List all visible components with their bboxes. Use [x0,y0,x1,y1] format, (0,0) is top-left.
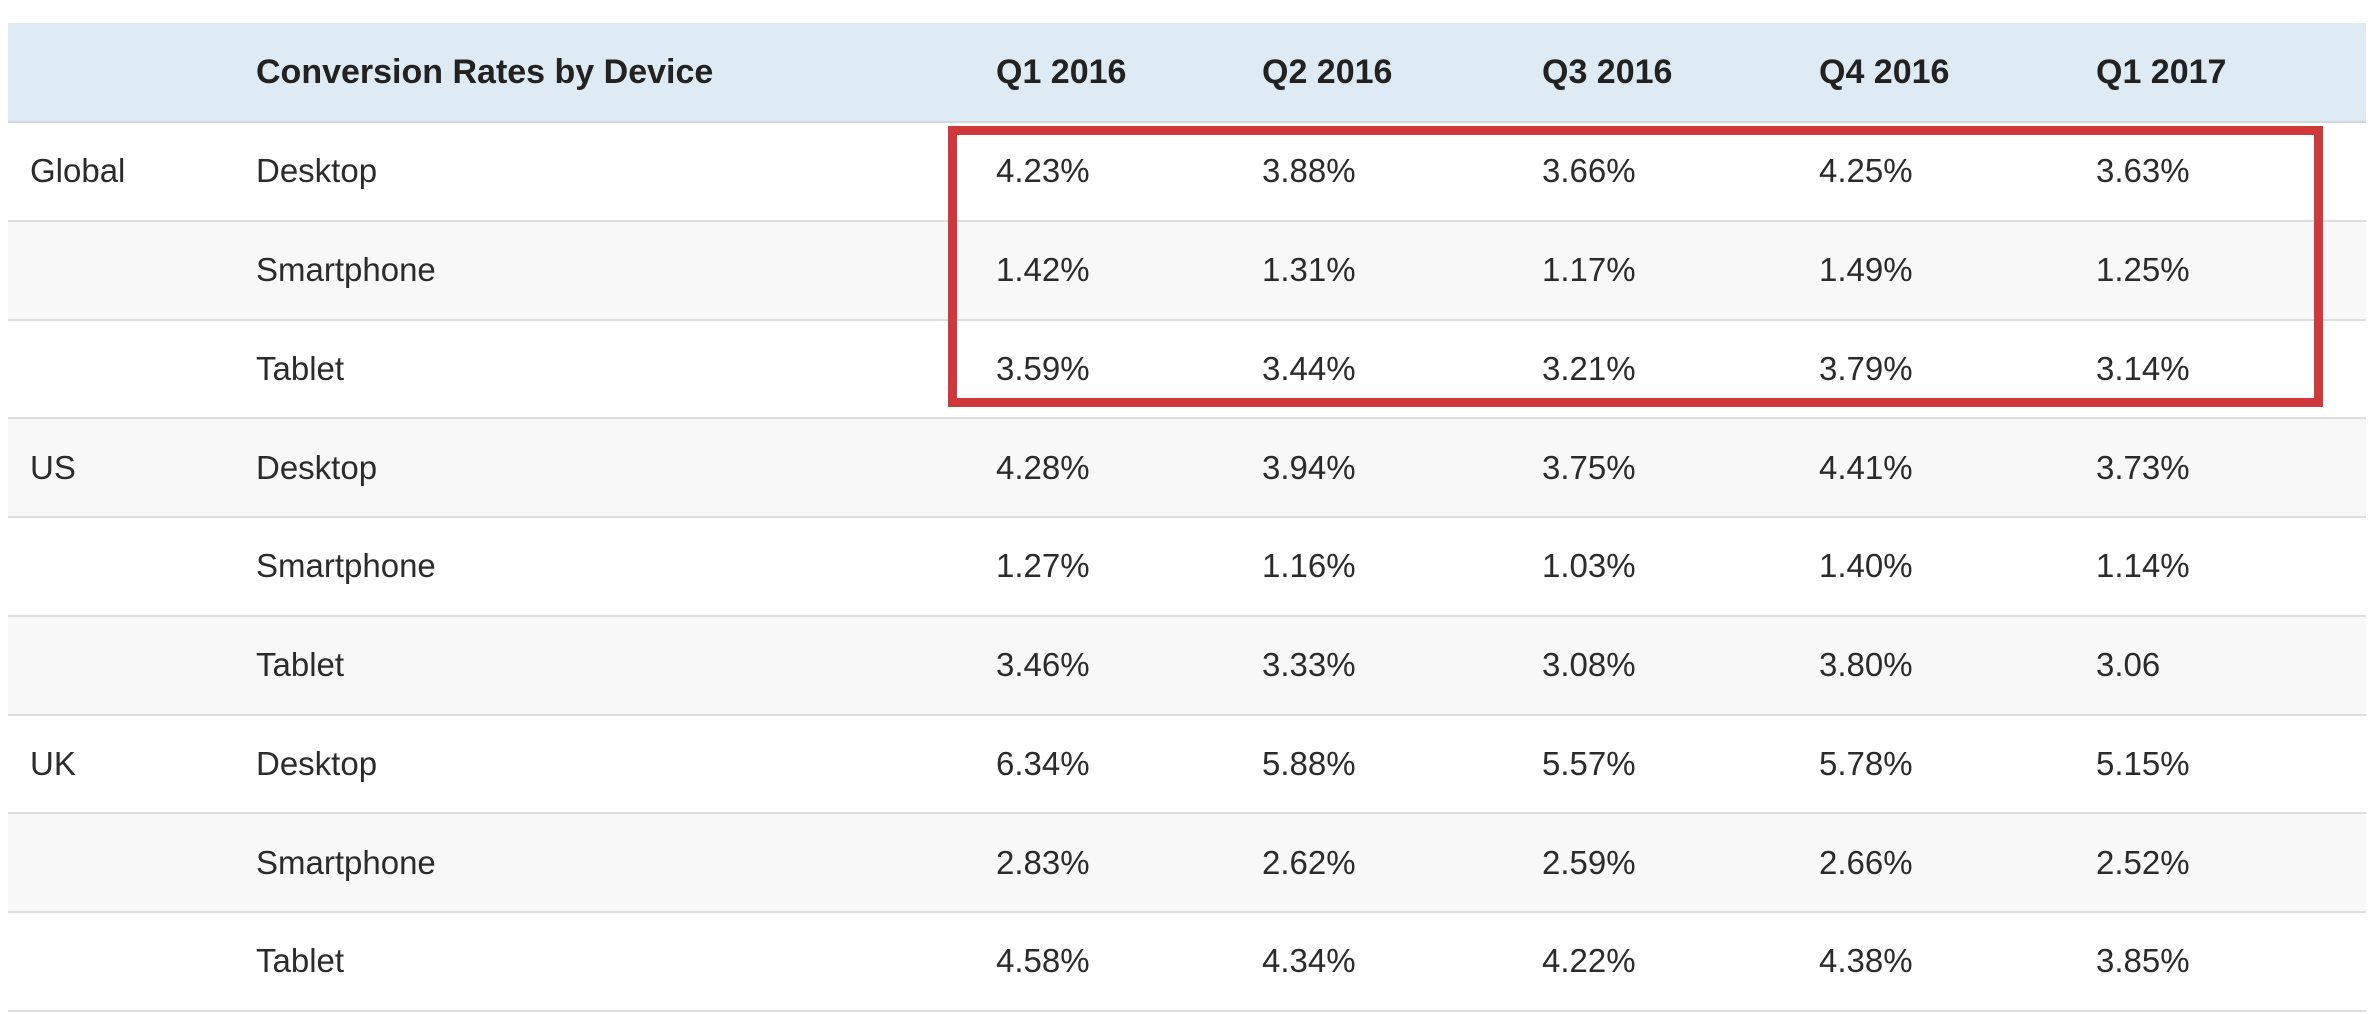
value-cell-q2-2016: 3.44% [1262,319,1542,420]
device-cell: Tablet [226,912,996,1012]
header-q1-2017: Q1 2017 [2096,23,2366,123]
region-cell [8,319,226,420]
value-cell-q1-2016: 3.46% [996,615,1262,716]
value-cell-q4-2016: 4.25% [1819,122,2096,222]
value-cell-q2-2016: 1.16% [1262,517,1542,617]
value-cell-q4-2016: 5.78% [1819,713,2096,815]
value-cell-q1-2017: 3.85% [2096,912,2366,1012]
header-q3-2016: Q3 2016 [1542,23,1819,123]
value-cell-q1-2017: 3.06 [2096,615,2366,716]
value-cell-q3-2016: 3.21% [1542,319,1819,420]
value-cell-q4-2016: 1.49% [1819,220,2096,321]
conversion-table-container: Conversion Rates by Device Q1 2016 Q2 20… [8,23,2366,1012]
table-body: Global Desktop 4.23% 3.88% 3.66% 4.25% 3.63% Sm… [8,122,2366,1012]
conversion-rates-table: Conversion Rates by Device Q1 2016 Q2 20… [8,23,2366,1012]
table-row: Tablet 3.59% 3.44% 3.21% 3.79% 3.14% [8,319,2366,420]
region-cell: US [8,417,226,518]
device-cell: Tablet [226,319,996,420]
value-cell-q1-2016: 4.58% [996,912,1262,1012]
value-cell-q4-2016: 3.80% [1819,615,2096,716]
value-cell-q1-2016: 4.28% [996,417,1262,518]
value-cell-q3-2016: 5.57% [1542,713,1819,815]
table-row: Tablet 3.46% 3.33% 3.08% 3.80% 3.06 [8,615,2366,716]
value-cell-q1-2017: 3.63% [2096,122,2366,222]
value-cell-q2-2016: 3.94% [1262,417,1542,518]
value-cell-q1-2017: 3.73% [2096,417,2366,518]
region-cell: Global [8,122,226,222]
table-row: Tablet 4.58% 4.34% 4.22% 4.38% 3.85% [8,912,2366,1012]
device-cell: Smartphone [226,517,996,617]
value-cell-q3-2016: 1.03% [1542,517,1819,617]
value-cell-q1-2017: 5.15% [2096,713,2366,815]
table-row: US Desktop 4.28% 3.94% 3.75% 4.41% 3.73% [8,417,2366,518]
region-cell [8,615,226,716]
device-cell: Desktop [226,713,996,815]
table-row: Global Desktop 4.23% 3.88% 3.66% 4.25% 3.63% [8,122,2366,222]
device-cell: Desktop [226,122,996,222]
region-cell: UK [8,713,226,815]
value-cell-q4-2016: 1.40% [1819,517,2096,617]
value-cell-q1-2016: 1.27% [996,517,1262,617]
region-cell [8,912,226,1012]
header-title: Conversion Rates by Device [226,23,996,123]
value-cell-q3-2016: 2.59% [1542,813,1819,913]
header-q4-2016: Q4 2016 [1819,23,2096,123]
table-row: Smartphone 1.42% 1.31% 1.17% 1.49% 1.25% [8,220,2366,321]
table-header-row: Conversion Rates by Device Q1 2016 Q2 20… [8,23,2366,123]
header-q2-2016: Q2 2016 [1262,23,1542,123]
value-cell-q2-2016: 2.62% [1262,813,1542,913]
header-q1-2016: Q1 2016 [996,23,1262,123]
region-cell [8,517,226,617]
device-cell: Desktop [226,417,996,518]
value-cell-q1-2017: 1.25% [2096,220,2366,321]
value-cell-q1-2016: 6.34% [996,713,1262,815]
value-cell-q2-2016: 4.34% [1262,912,1542,1012]
value-cell-q3-2016: 3.75% [1542,417,1819,518]
value-cell-q3-2016: 4.22% [1542,912,1819,1012]
value-cell-q1-2017: 3.14% [2096,319,2366,420]
region-cell [8,220,226,321]
device-cell: Smartphone [226,220,996,321]
region-cell [8,813,226,913]
header-region [8,23,226,123]
value-cell-q4-2016: 3.79% [1819,319,2096,420]
device-cell: Smartphone [226,813,996,913]
value-cell-q1-2016: 2.83% [996,813,1262,913]
table-row: Smartphone 2.83% 2.62% 2.59% 2.66% 2.52% [8,813,2366,913]
value-cell-q1-2016: 3.59% [996,319,1262,420]
value-cell-q3-2016: 1.17% [1542,220,1819,321]
value-cell-q2-2016: 3.88% [1262,122,1542,222]
value-cell-q3-2016: 3.66% [1542,122,1819,222]
table-row: Smartphone 1.27% 1.16% 1.03% 1.40% 1.14% [8,517,2366,617]
value-cell-q4-2016: 2.66% [1819,813,2096,913]
value-cell-q3-2016: 3.08% [1542,615,1819,716]
value-cell-q2-2016: 1.31% [1262,220,1542,321]
value-cell-q4-2016: 4.38% [1819,912,2096,1012]
table-row: UK Desktop 6.34% 5.88% 5.57% 5.78% 5.15% [8,713,2366,815]
value-cell-q4-2016: 4.41% [1819,417,2096,518]
value-cell-q1-2017: 1.14% [2096,517,2366,617]
value-cell-q1-2016: 4.23% [996,122,1262,222]
device-cell: Tablet [226,615,996,716]
value-cell-q1-2016: 1.42% [996,220,1262,321]
value-cell-q2-2016: 5.88% [1262,713,1542,815]
value-cell-q2-2016: 3.33% [1262,615,1542,716]
value-cell-q1-2017: 2.52% [2096,813,2366,913]
